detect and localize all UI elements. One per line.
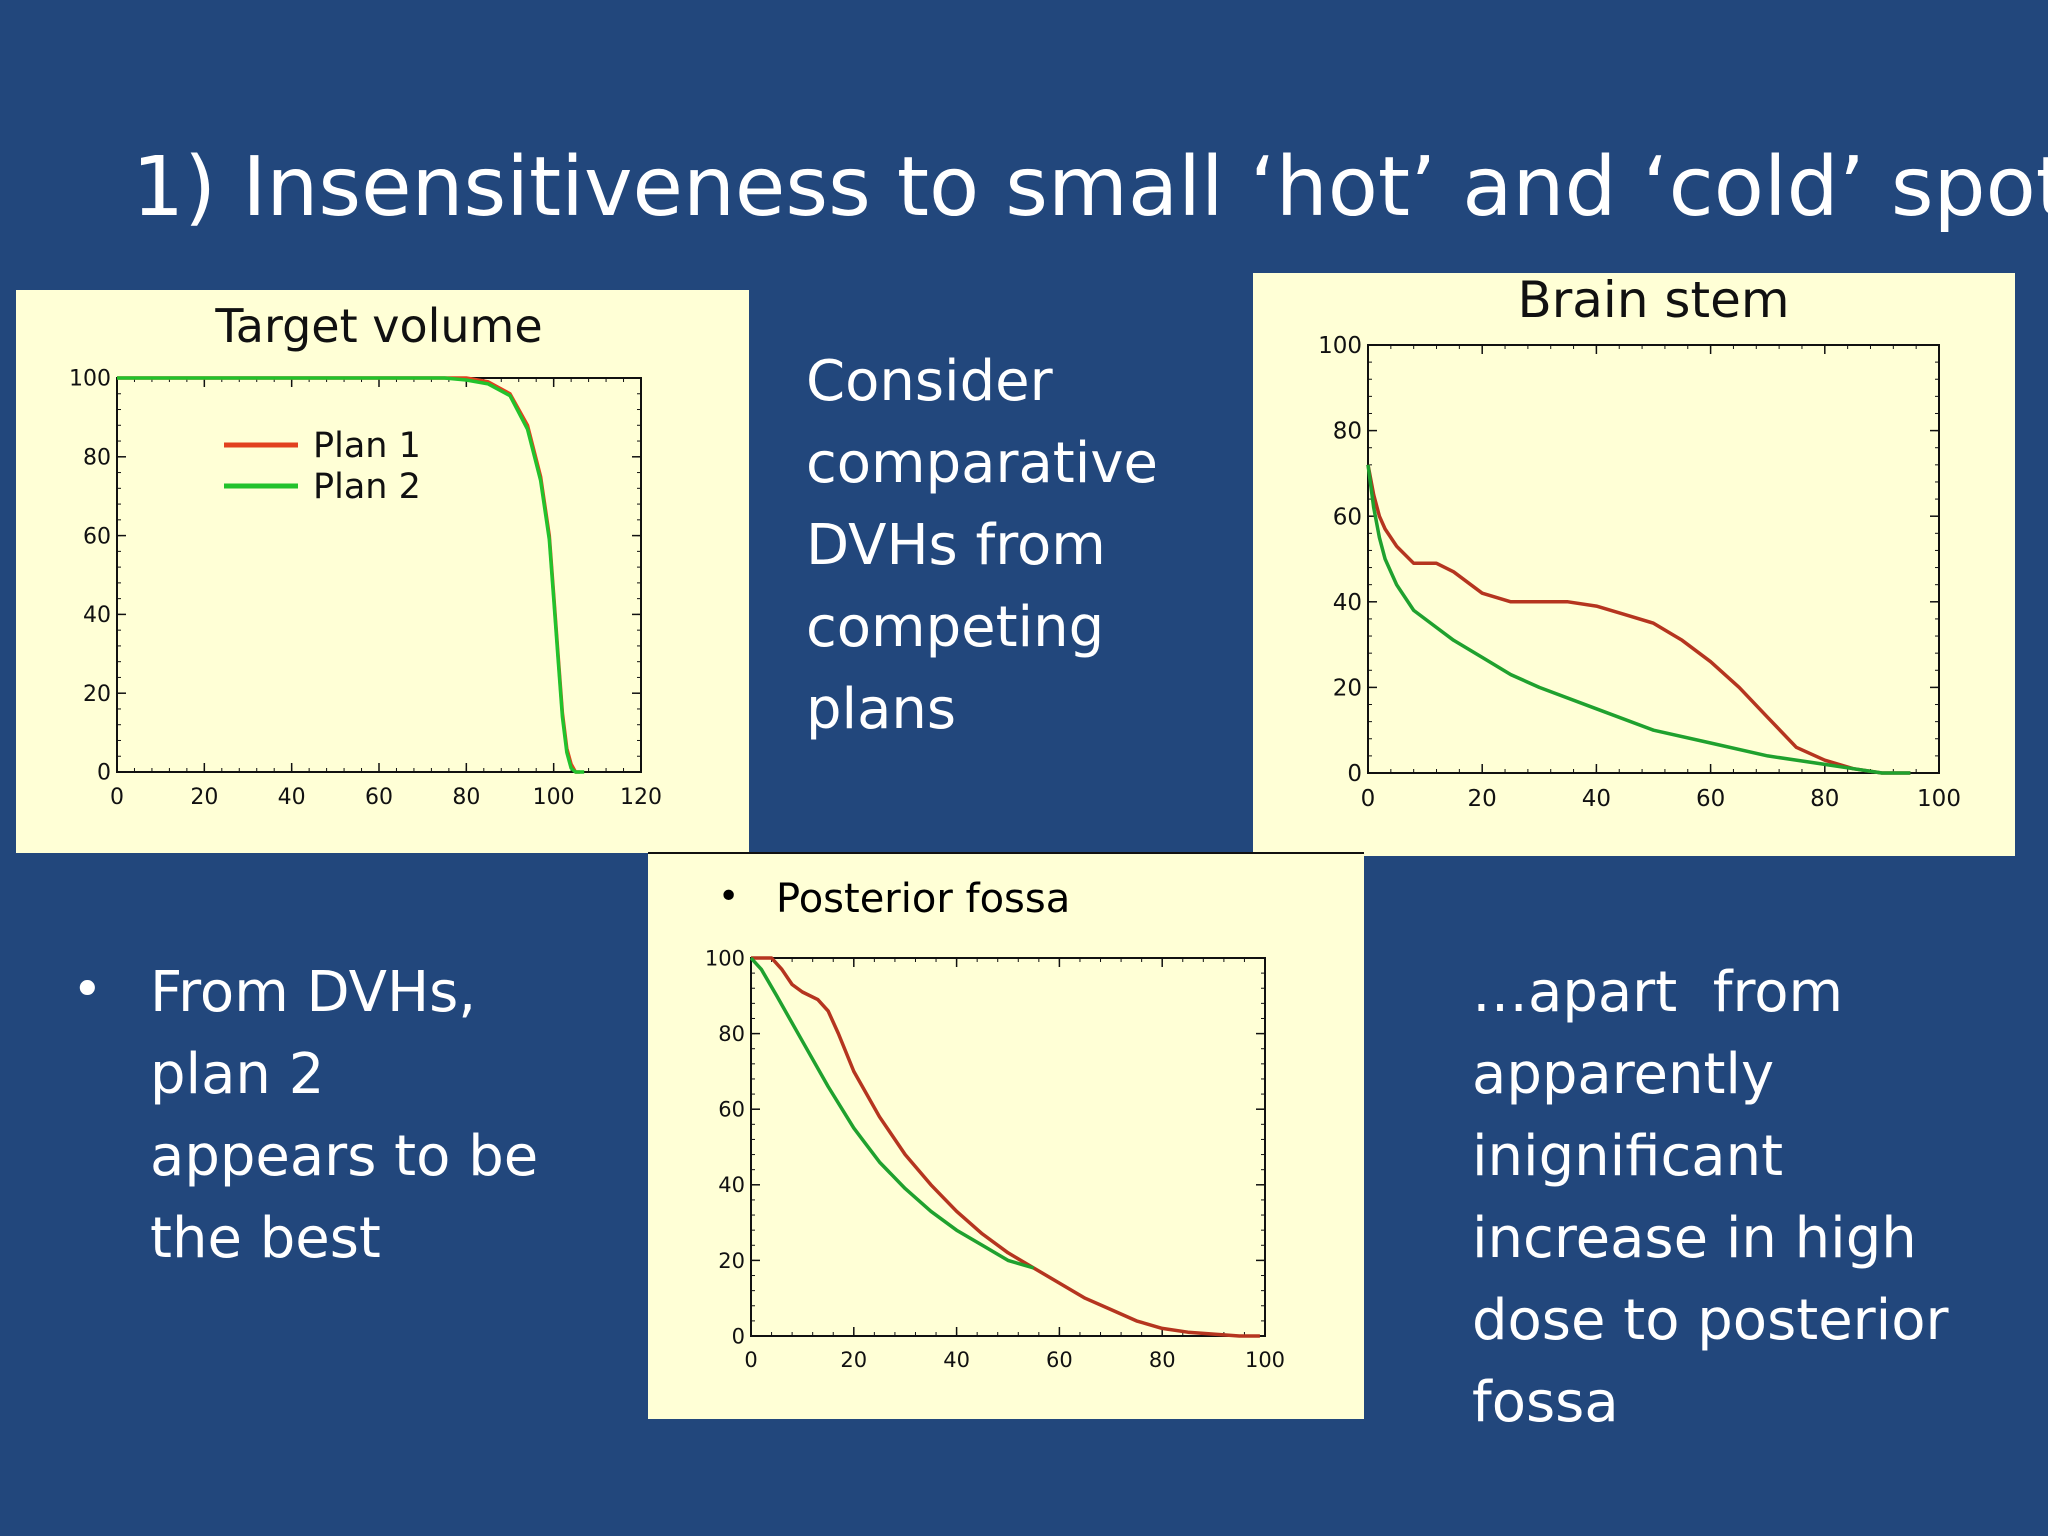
consider-line: Consider <box>806 349 1053 414</box>
posterior-fossa-chart-panel: • Posterior fossa 0 20 40 60 80 100 0 20 40 60 80 1… <box>648 852 1364 1419</box>
y-tick-label: 0 <box>732 1324 745 1348</box>
consider-line: comparative <box>806 431 1158 496</box>
apart-line: apparently <box>1472 1042 1775 1107</box>
legend-label: Plan 1 <box>313 426 421 466</box>
y-tick-label: 20 <box>83 682 111 707</box>
y-tick-label: 80 <box>83 446 111 471</box>
y-tick-label: 60 <box>718 1098 745 1122</box>
apart-line: inignificant <box>1472 1124 1784 1189</box>
consider-text: Consider comparative DVHs from competing… <box>806 341 1246 751</box>
brain-stem-chart-panel: Brain stem 0 20 40 60 80 100 0 20 40 60 80 100 <box>1253 273 2015 856</box>
apart-line: dose to posterior <box>1472 1288 1949 1353</box>
bullet-icon: • <box>72 960 103 1020</box>
y-tick-label: 40 <box>83 603 111 628</box>
x-tick-label: 20 <box>190 785 218 810</box>
brain-stem-chart: Brain stem 0 20 40 60 80 100 0 20 40 60 80 100 <box>1318 273 1961 812</box>
x-tick-label: 60 <box>1046 1348 1073 1372</box>
x-tick-label: 80 <box>1810 786 1839 812</box>
x-tick-label: 120 <box>620 785 662 810</box>
x-tick-label: 40 <box>1582 786 1611 812</box>
series-line-1 <box>751 956 1260 1338</box>
target-volume-chart-panel: Target volume 0 20 40 60 80 100 120 0 20 40 60 80 100… <box>16 290 749 853</box>
y-tick-label: 60 <box>1333 504 1362 530</box>
x-tick-label: 0 <box>744 1348 757 1372</box>
y-tick-label: 40 <box>718 1173 745 1197</box>
x-tick-label: 100 <box>1917 786 1961 812</box>
series-line-2 <box>1366 464 1911 775</box>
y-tick-label: 60 <box>83 524 111 549</box>
x-tick-label: 40 <box>278 785 306 810</box>
x-tick-label: 20 <box>840 1348 867 1372</box>
y-tick-label: 100 <box>705 946 745 970</box>
consider-line: plans <box>806 677 957 742</box>
posterior-fossa-chart: 0 20 40 60 80 100 0 20 40 60 80 100 <box>705 946 1285 1372</box>
plot-frame <box>750 957 1266 1337</box>
apart-line: increase in high <box>1472 1206 1917 1271</box>
y-tick-label: 20 <box>1333 675 1362 701</box>
posterior-fossa-label: Posterior fossa <box>776 876 1071 922</box>
apart-line: fossa <box>1472 1370 1619 1435</box>
consider-line: competing <box>806 595 1105 660</box>
x-tick-label: 60 <box>365 785 393 810</box>
chart-title: Brain stem <box>1517 273 1789 329</box>
series-line-1 <box>1366 464 1911 775</box>
from-line: appears to be <box>150 1124 539 1189</box>
x-tick-label: 100 <box>533 785 575 810</box>
x-tick-label: 40 <box>943 1348 970 1372</box>
chart-title: Target volume <box>214 299 542 353</box>
slide-title: 1) Insensitiveness to small ‘hot’ and ‘c… <box>132 140 2048 235</box>
y-tick-label: 40 <box>1333 590 1362 616</box>
series-line-2 <box>117 376 585 774</box>
bullet-icon: • <box>718 876 740 917</box>
y-tick-label: 20 <box>718 1249 745 1273</box>
x-tick-label: 100 <box>1245 1348 1285 1372</box>
x-tick-label: 80 <box>1149 1348 1176 1372</box>
apart-line: …apart from <box>1472 960 1844 1025</box>
y-tick-label: 80 <box>718 1022 745 1046</box>
from-line: the best <box>150 1206 381 1271</box>
y-tick-label: 0 <box>1347 761 1362 787</box>
legend-label: Plan 2 <box>313 467 421 507</box>
series-line-2 <box>749 956 1035 1270</box>
from-dvhs-text: From DVHs, plan 2 appears to be the best <box>150 952 630 1280</box>
x-tick-label: 0 <box>110 785 124 810</box>
y-tick-label: 100 <box>69 367 111 392</box>
x-tick-label: 20 <box>1468 786 1497 812</box>
x-tick-label: 80 <box>452 785 480 810</box>
consider-line: DVHs from <box>806 513 1106 578</box>
apart-from-text: …apart from apparently inignificant incr… <box>1472 952 2032 1444</box>
y-tick-label: 100 <box>1318 333 1362 359</box>
x-tick-label: 60 <box>1696 786 1725 812</box>
from-line: From DVHs, <box>150 960 477 1025</box>
y-tick-label: 80 <box>1333 419 1362 445</box>
target-volume-chart: Target volume 0 20 40 60 80 100 120 0 20 40 60 80 100… <box>69 299 662 810</box>
from-line: plan 2 <box>150 1042 325 1107</box>
x-tick-label: 0 <box>1361 786 1376 812</box>
y-tick-label: 0 <box>97 761 111 786</box>
plot-frame <box>1367 344 1940 774</box>
